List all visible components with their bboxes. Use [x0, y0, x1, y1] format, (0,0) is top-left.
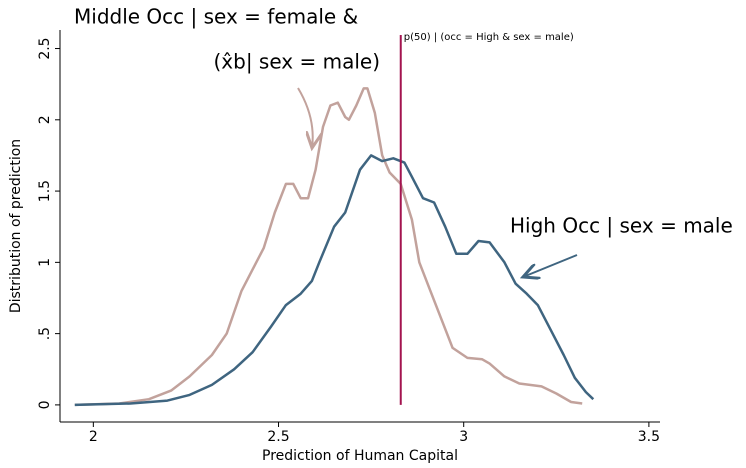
y-tick-label: 1 [37, 258, 53, 267]
annotation: (x̂b| sex = male) [213, 50, 380, 74]
annotation-arrow [523, 254, 578, 277]
y-tick-label: 1.5 [37, 180, 53, 202]
y-tick-label: 2.5 [37, 37, 53, 59]
series-line [74, 87, 583, 407]
reference-label: p(50) | (occ = High & sex = male) [404, 32, 574, 43]
annotation: Middle Occ | sex = female & [74, 5, 358, 29]
x-tick-label: 2.5 [267, 429, 289, 445]
y-tick-label: .5 [37, 327, 53, 340]
annotation-arrow [297, 87, 313, 148]
y-tick-label: 0 [37, 400, 53, 409]
x-tick-label: 2 [89, 429, 98, 445]
x-tick-label: 3.5 [638, 429, 660, 445]
series-line [74, 154, 595, 407]
y-tick-label: 2 [37, 115, 53, 124]
y-axis-label: Distribution of prediction [8, 139, 24, 313]
x-axis-label: Prediction of Human Capital [262, 448, 458, 464]
annotation: High Occ | sex = male [510, 214, 733, 238]
x-tick-label: 3 [459, 429, 468, 445]
